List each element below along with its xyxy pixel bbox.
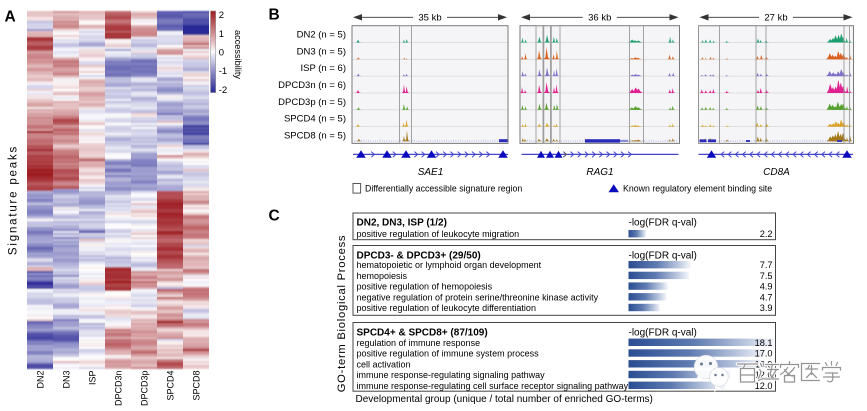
svg-text:SPCD8 (n = 5): SPCD8 (n = 5): [284, 130, 346, 141]
svg-text:4.9: 4.9: [760, 282, 773, 292]
svg-text:16.9: 16.9: [755, 359, 773, 369]
svg-text:4.7: 4.7: [760, 292, 773, 302]
svg-text:B: B: [269, 7, 280, 24]
svg-text:DPCD3n: DPCD3n: [114, 371, 124, 407]
svg-text:27 kb: 27 kb: [764, 13, 787, 24]
svg-text:positive regulation of hemopoi: positive regulation of hemopoiesis: [357, 282, 493, 292]
svg-text:SPCD4: SPCD4: [166, 371, 176, 401]
svg-text:GO-term Biological Process: GO-term Biological Process: [336, 235, 348, 393]
svg-text:Differentially accessible sign: Differentially accessible signature regi…: [365, 184, 522, 194]
svg-text:2: 2: [219, 10, 224, 21]
svg-text:7.5: 7.5: [760, 271, 773, 281]
svg-text:ISP (n = 6): ISP (n = 6): [300, 63, 346, 74]
svg-text:immune response-regulating cel: immune response-regulating cell surface …: [357, 381, 629, 391]
svg-text:positive regulation of leukocy: positive regulation of leukocyte migrati…: [357, 229, 520, 239]
svg-text:0: 0: [219, 48, 224, 59]
svg-text:DN3: DN3: [62, 371, 72, 389]
svg-text:RAG1: RAG1: [586, 167, 613, 178]
svg-text:DPCD3n (n = 6): DPCD3n (n = 6): [278, 80, 346, 91]
svg-text:-log(FDR q-val): -log(FDR q-val): [629, 328, 697, 339]
svg-text:DN2: DN2: [36, 371, 46, 389]
svg-text:Signature peaks: Signature peaks: [8, 145, 20, 255]
svg-text:A: A: [5, 9, 16, 26]
svg-text:-1: -1: [219, 66, 227, 77]
svg-text:Known regulatory element bindi: Known regulatory element binding site: [623, 184, 772, 194]
svg-text:hematopoietic or lymphoid orga: hematopoietic or lymphoid organ developm…: [357, 260, 542, 270]
svg-text:Developmental group (unique /: Developmental group (unique / total numb…: [356, 394, 653, 405]
svg-text:DPCD3- & DPCD3+ (29/50): DPCD3- & DPCD3+ (29/50): [357, 251, 481, 262]
svg-text:-log(FDR q-val): -log(FDR q-val): [629, 251, 697, 262]
svg-text:17.0: 17.0: [755, 349, 773, 359]
svg-text:DPCD3p (n = 5): DPCD3p (n = 5): [278, 97, 346, 108]
svg-text:DN3 (n = 5): DN3 (n = 5): [297, 46, 346, 57]
svg-text:positive regulation of leukocy: positive regulation of leukocyte differe…: [357, 303, 536, 313]
svg-text:36 kb: 36 kb: [588, 13, 611, 24]
svg-text:SPCD8: SPCD8: [192, 371, 202, 401]
svg-text:negative regulation of protein: negative regulation of protein serine/th…: [357, 292, 599, 302]
svg-text:C: C: [269, 208, 280, 225]
svg-text:cell activation: cell activation: [357, 359, 411, 369]
svg-text:1: 1: [219, 29, 224, 40]
svg-text:positive regulation of immune: positive regulation of immune system pro…: [357, 349, 540, 359]
svg-text:3.9: 3.9: [760, 303, 773, 313]
svg-text:SPCD4 (n = 5): SPCD4 (n = 5): [284, 114, 346, 125]
svg-text:hemopoiesis: hemopoiesis: [357, 271, 408, 281]
svg-text:35 kb: 35 kb: [418, 13, 441, 24]
svg-text:DN2, DN3, ISP (1/2): DN2, DN3, ISP (1/2): [357, 218, 447, 229]
svg-text:7.7: 7.7: [760, 260, 773, 270]
svg-text:DN2 (n = 5): DN2 (n = 5): [297, 30, 346, 41]
svg-text:SAE1: SAE1: [418, 167, 444, 178]
svg-text:12.0: 12.0: [755, 381, 773, 391]
svg-text:accessibility: accessibility: [233, 30, 243, 79]
svg-text:immune response-regulating sig: immune response-regulating signaling pat…: [357, 370, 546, 380]
svg-text:DPCD3p: DPCD3p: [140, 371, 150, 407]
svg-text:CD8A: CD8A: [763, 167, 790, 178]
svg-text:18.1: 18.1: [755, 338, 773, 348]
svg-text:SPCD4+ & SPCD8+ (87/109): SPCD4+ & SPCD8+ (87/109): [357, 328, 488, 339]
svg-text:2.2: 2.2: [760, 229, 773, 239]
svg-text:-2: -2: [219, 85, 227, 96]
svg-text:-log(FDR q-val): -log(FDR q-val): [629, 218, 697, 229]
svg-text:regulation of immune response: regulation of immune response: [357, 338, 481, 348]
svg-text:ISP: ISP: [88, 371, 98, 386]
svg-text:12.6: 12.6: [755, 370, 773, 380]
